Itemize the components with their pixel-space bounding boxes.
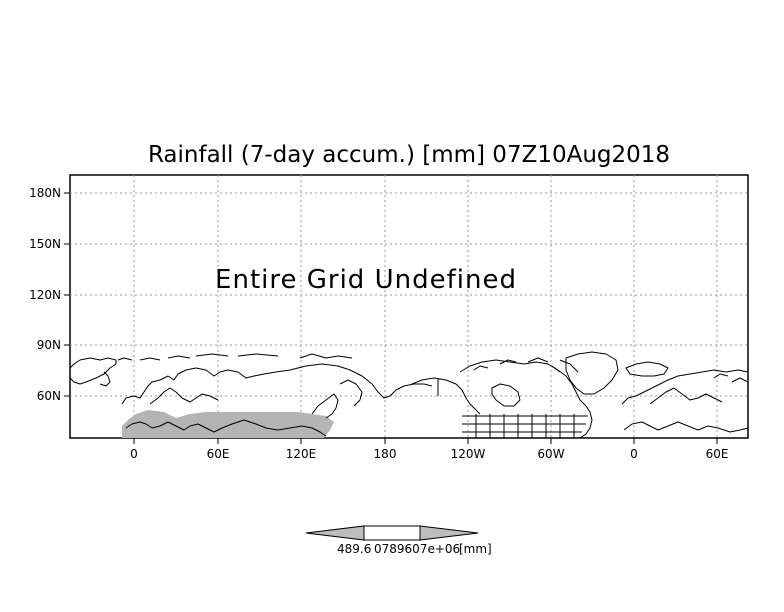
land-shading — [122, 410, 334, 438]
coastline-canadian-archipelago — [473, 357, 579, 373]
colorbar-right-arrow — [419, 525, 479, 541]
graticule — [70, 175, 748, 438]
x-tick-label-180: 180 — [374, 447, 397, 461]
coastline-alaska — [411, 377, 481, 415]
x-tick-label-0-repeat: 0 — [630, 447, 638, 461]
y-tick-label-90n: 90N — [37, 338, 61, 352]
y-tick-label-150n: 150N — [29, 237, 61, 251]
coastlines — [69, 351, 749, 439]
coastline-north-america — [459, 359, 593, 439]
x-tick-label-60e: 60E — [207, 447, 230, 461]
coastline-iceland-repeat — [625, 361, 669, 377]
x-tick-label-120w: 120W — [451, 447, 486, 461]
colorbar: 489.6 0789607e+06 [mm] — [305, 525, 492, 556]
coastline-arctic-islands — [99, 353, 353, 387]
coastline-europe — [121, 363, 433, 405]
coastline-europe-repeat — [621, 369, 749, 405]
coastline-mediterranean — [125, 421, 223, 433]
coastline-mediterranean-repeat — [623, 421, 749, 433]
x-tick-label-0: 0 — [130, 447, 138, 461]
map-title: Rainfall (7-day accum.) [mm] 07Z10Aug201… — [148, 142, 670, 168]
colorbar-center — [363, 525, 421, 541]
coastline-greenland — [565, 351, 619, 395]
undefined-grid-message: Entire Grid Undefined — [215, 265, 517, 295]
coastline-baltic-repeat — [649, 387, 723, 405]
x-tick-label-120e: 120E — [286, 447, 317, 461]
us-state-borders — [462, 414, 588, 438]
colorbar-label-left: 489.6 — [337, 542, 371, 556]
y-tick-label-180n: 180N — [29, 186, 61, 200]
y-tick-label-120n: 120N — [29, 288, 61, 302]
x-tick-label-60e-repeat: 60E — [706, 447, 729, 461]
colorbar-left-arrow — [305, 525, 365, 541]
colorbar-label-overlap: 0789607e+06 — [374, 542, 460, 556]
x-tick-label-60w: 60W — [537, 447, 564, 461]
x-axis: 0 60E 120E 180 120W 60W 0 60E — [130, 438, 728, 461]
coastline-hudson-bay — [491, 383, 521, 407]
coastline-greenland-west — [69, 357, 117, 385]
coastline-islands-repeat — [713, 373, 749, 383]
y-axis: 60N 90N 120N 150N 180N — [29, 186, 70, 403]
shaded-region — [232, 420, 274, 438]
coastline-southern-asia — [221, 419, 327, 437]
shaded-region — [122, 410, 334, 438]
y-tick-label-60n: 60N — [37, 389, 61, 403]
coastline-baltic — [149, 387, 219, 405]
coastline-east-asia — [311, 379, 363, 419]
colorbar-label-unit: [mm] — [459, 542, 492, 556]
map-frame — [69, 174, 749, 439]
